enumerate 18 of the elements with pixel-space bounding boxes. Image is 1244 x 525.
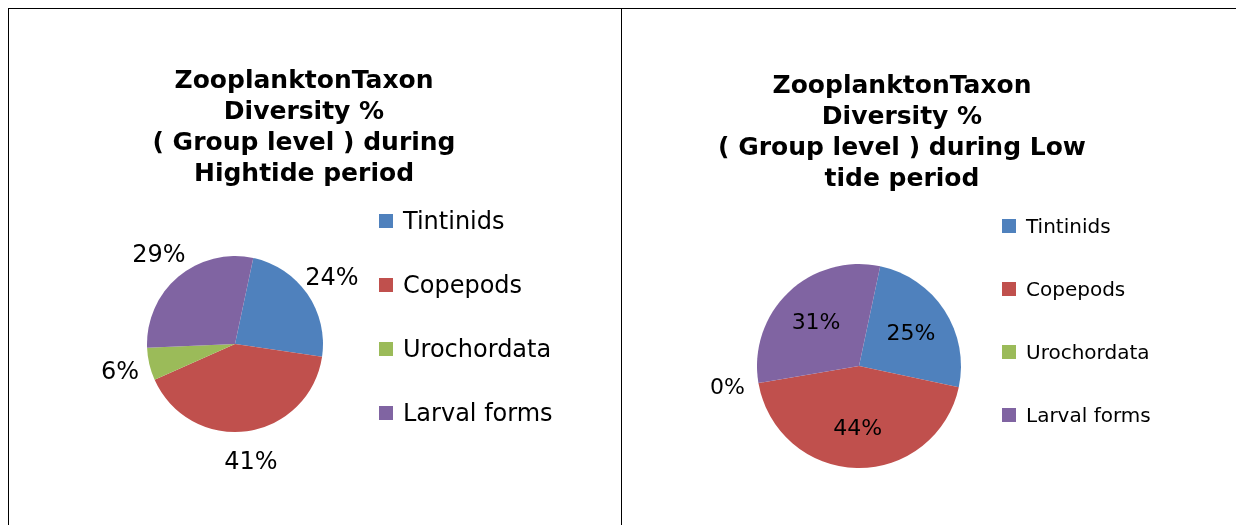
data-label: 44%: [833, 415, 883, 441]
data-label: 41%: [224, 446, 278, 475]
legend-label: Tintinids: [1026, 213, 1111, 238]
data-label: 29%: [132, 239, 186, 268]
legend-label: Tintinids: [403, 207, 505, 235]
legend-label: Urochordata: [1026, 339, 1150, 364]
data-label: 25%: [886, 319, 936, 345]
data-label: 6%: [101, 356, 140, 385]
legend-label: Urochordata: [403, 335, 552, 363]
legend-label: Copepods: [1026, 276, 1126, 301]
chart-title: ZooplanktonTaxon Diversity % ( Group level ) during Low tide period: [717, 69, 1087, 193]
data-label: 24%: [305, 262, 359, 291]
data-label: 31%: [791, 308, 841, 334]
legend-label: Larval forms: [403, 399, 553, 427]
text: 0%: [710, 373, 745, 399]
chart-title: ZooplanktonTaxon Diversity % ( Group level ) during Hightide period: [151, 64, 457, 188]
legend-label: Copepods: [403, 271, 523, 299]
legend-label: Larval forms: [1026, 402, 1151, 427]
